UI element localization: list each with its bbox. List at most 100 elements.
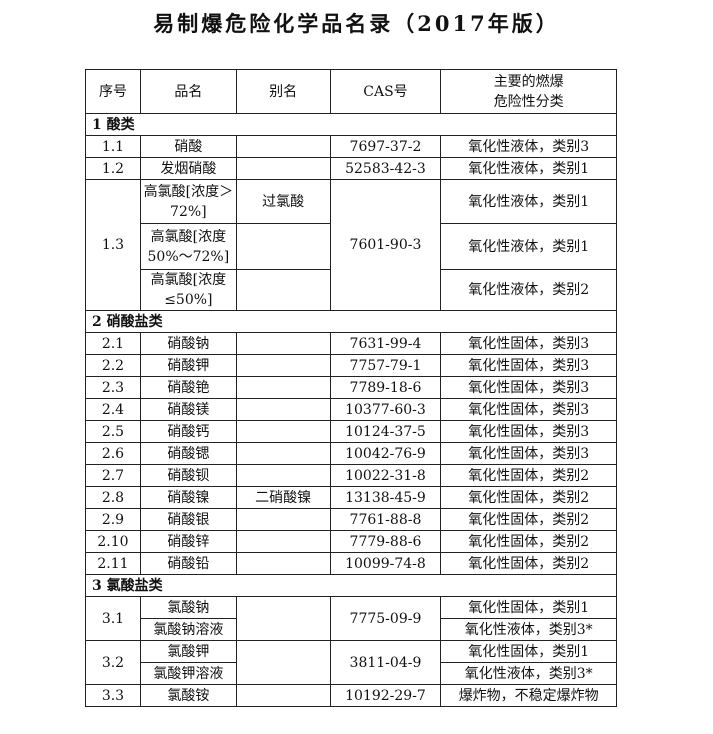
table-row: 2.7 硝酸钡 10022-31-8 氧化性固体，类别2 bbox=[85, 464, 617, 487]
cell-hazard: 氧化性液体，类别3* bbox=[440, 618, 617, 641]
cell-alias bbox=[235, 596, 331, 641]
document-title: 易制爆危险化学品名录（2017年版） bbox=[153, 11, 560, 36]
table-row: 高氯酸[浓度50%～72%] 氧化性液体，类别1 bbox=[86, 223, 617, 270]
cell-name: 硝酸铅 bbox=[139, 552, 237, 575]
table-row: 1.3 高氯酸[浓度＞72%] 过氯酸 7601-90-3 氧化性液体，类别1 bbox=[85, 179, 617, 311]
cell-alias bbox=[235, 530, 331, 553]
cell-alias bbox=[235, 640, 331, 685]
section-title: 2 硝酸盐类 bbox=[85, 310, 617, 333]
table-row: 高氯酸[浓度≤50%] 氧化性液体，类别2 bbox=[86, 269, 617, 311]
cell-no: 1.3 bbox=[85, 179, 141, 311]
cell-cas: 10042-76-9 bbox=[329, 442, 442, 465]
cell-name: 高氯酸[浓度≤50%] bbox=[139, 269, 237, 311]
cell-hazard: 氧化性固体，类别3 bbox=[440, 376, 617, 399]
cell-no: 2.11 bbox=[85, 552, 141, 575]
cell-alias bbox=[235, 442, 331, 465]
header-hazard: 主要的燃爆 危险性分类 bbox=[440, 69, 617, 114]
cell-no: 2.8 bbox=[85, 486, 141, 509]
cell-hazard: 氧化性固体，类别2 bbox=[440, 530, 617, 553]
cell-name: 硝酸锶 bbox=[139, 442, 237, 465]
cell-hazard: 氧化性液体，类别2 bbox=[440, 269, 617, 311]
header-name: 品名 bbox=[139, 69, 237, 114]
section-row: 3 氯酸盐类 bbox=[85, 574, 617, 597]
cell-name: 硝酸钙 bbox=[139, 420, 237, 443]
table-row: 2.11 硝酸铅 10099-74-8 氧化性固体，类别2 bbox=[85, 552, 617, 575]
cell-no: 1.2 bbox=[85, 157, 141, 180]
cell-name: 硝酸铯 bbox=[139, 376, 237, 399]
cell-alias bbox=[235, 354, 331, 377]
cell-cas: 7789-18-6 bbox=[329, 376, 442, 399]
cell-cas: 10124-37-5 bbox=[329, 420, 442, 443]
table-row: 2.8 硝酸镍 二硝酸镍 13138-45-9 氧化性固体，类别2 bbox=[85, 486, 617, 509]
cell-no: 2.2 bbox=[85, 354, 141, 377]
cell-alias: 过氯酸 bbox=[235, 179, 331, 224]
cell-hazard: 氧化性固体，类别1 bbox=[440, 640, 617, 663]
cell-name: 高氯酸[浓度＞72%] bbox=[139, 179, 237, 224]
cell-alias bbox=[235, 223, 331, 270]
cell-alias bbox=[235, 332, 331, 355]
cell-cas: 7601-90-3 bbox=[329, 179, 442, 311]
section-row: 1 酸类 bbox=[85, 113, 617, 136]
cell-no: 2.7 bbox=[85, 464, 141, 487]
cell-hazard: 氧化性固体，类别3 bbox=[440, 332, 617, 355]
cell-alias bbox=[235, 157, 331, 180]
cell-name: 硝酸钡 bbox=[139, 464, 237, 487]
cell-hazard: 氧化性液体，类别3* bbox=[440, 662, 617, 685]
cell-no: 2.5 bbox=[85, 420, 141, 443]
cell-cas: 7757-79-1 bbox=[329, 354, 442, 377]
cell-hazard: 氧化性固体，类别2 bbox=[440, 486, 617, 509]
table-row: 2.1 硝酸钠 7631-99-4 氧化性固体，类别3 bbox=[85, 332, 617, 355]
cell-hazard: 爆炸物，不稳定爆炸物 bbox=[440, 684, 617, 707]
table-row: 氯酸钾溶液 氧化性液体，类别3* bbox=[86, 662, 617, 685]
cell-name: 硝酸银 bbox=[139, 508, 237, 531]
table-row: 2.5 硝酸钙 10124-37-5 氧化性固体，类别3 bbox=[85, 420, 617, 443]
cell-cas: 10099-74-8 bbox=[329, 552, 442, 575]
cell-hazard: 氧化性固体，类别2 bbox=[440, 464, 617, 487]
cell-name: 氯酸钠溶液 bbox=[139, 618, 237, 641]
cell-alias bbox=[235, 464, 331, 487]
cell-name: 发烟硝酸 bbox=[139, 157, 237, 180]
cell-name: 硝酸钾 bbox=[139, 354, 237, 377]
table-row: 3.3 氯酸铵 10192-29-7 爆炸物，不稳定爆炸物 bbox=[85, 684, 617, 707]
cell-cas: 7697-37-2 bbox=[329, 135, 442, 158]
cell-no: 3.3 bbox=[85, 684, 141, 707]
cell-hazard: 氧化性固体，类别3 bbox=[440, 442, 617, 465]
cell-cas: 10377-60-3 bbox=[329, 398, 442, 421]
table-row: 1.1 硝酸 7697-37-2 氧化性液体，类别3 bbox=[85, 135, 617, 158]
cell-hazard: 氧化性液体，类别1 bbox=[440, 157, 617, 180]
cell-cas: 7761-88-8 bbox=[329, 508, 442, 531]
section-title: 1 酸类 bbox=[85, 113, 617, 136]
table-row: 1.2 发烟硝酸 52583-42-3 氧化性液体，类别1 bbox=[85, 157, 617, 180]
cell-cas: 52583-42-3 bbox=[329, 157, 442, 180]
cell-no: 3.1 bbox=[85, 596, 141, 641]
cell-name: 氯酸铵 bbox=[139, 684, 237, 707]
cell-name: 氯酸钾溶液 bbox=[139, 662, 237, 685]
cell-cas: 7631-99-4 bbox=[329, 332, 442, 355]
cell-alias bbox=[235, 420, 331, 443]
cell-alias bbox=[235, 552, 331, 575]
cell-no: 1.1 bbox=[85, 135, 141, 158]
cell-no: 2.10 bbox=[85, 530, 141, 553]
cell-hazard: 氧化性液体，类别3 bbox=[440, 135, 617, 158]
table-row: 氯酸钠溶液 氧化性液体，类别3* bbox=[86, 618, 617, 641]
table-row: 2.4 硝酸镁 10377-60-3 氧化性固体，类别3 bbox=[85, 398, 617, 421]
cell-hazard: 氧化性液体，类别1 bbox=[440, 179, 617, 224]
cell-cas: 7779-88-6 bbox=[329, 530, 442, 553]
cell-name: 氯酸钠 bbox=[139, 596, 237, 619]
header-row: 序号 品名 别名 CAS号 主要的燃爆 危险性分类 bbox=[85, 69, 617, 114]
section-title: 3 氯酸盐类 bbox=[85, 574, 617, 597]
cell-alias bbox=[235, 376, 331, 399]
cell-hazard: 氧化性固体，类别3 bbox=[440, 420, 617, 443]
table-row: 2.6 硝酸锶 10042-76-9 氧化性固体，类别3 bbox=[85, 442, 617, 465]
cell-hazard: 氧化性液体，类别1 bbox=[440, 223, 617, 270]
cell-alias bbox=[235, 398, 331, 421]
cell-name: 硝酸镁 bbox=[139, 398, 237, 421]
cell-hazard: 氧化性固体，类别1 bbox=[440, 596, 617, 619]
cell-cas: 7775-09-9 bbox=[329, 596, 442, 641]
cell-name: 硝酸锌 bbox=[139, 530, 237, 553]
header-cas: CAS号 bbox=[329, 69, 442, 114]
cell-name: 氯酸钾 bbox=[139, 640, 237, 663]
header-alias: 别名 bbox=[235, 69, 331, 114]
cell-hazard: 氧化性固体，类别3 bbox=[440, 398, 617, 421]
cell-alias bbox=[235, 135, 331, 158]
